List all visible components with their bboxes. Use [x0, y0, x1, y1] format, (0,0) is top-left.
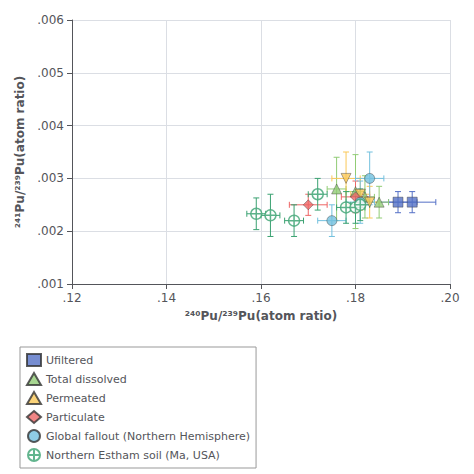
- svg-text:Particulate: Particulate: [46, 411, 105, 424]
- svg-text:.003: .003: [37, 171, 64, 185]
- svg-text:.002: .002: [37, 224, 64, 238]
- svg-text:²⁴¹Pu/²³⁹Pu(atom ratio): ²⁴¹Pu/²³⁹Pu(atom ratio): [13, 76, 27, 228]
- svg-text:.006: .006: [37, 13, 64, 27]
- svg-text:.16: .16: [251, 291, 270, 305]
- svg-text:.18: .18: [346, 291, 365, 305]
- svg-text:.14: .14: [157, 291, 176, 305]
- svg-text:Permeated: Permeated: [46, 392, 106, 405]
- svg-text:²⁴⁰Pu/²³⁹Pu(atom ratio): ²⁴⁰Pu/²³⁹Pu(atom ratio): [185, 309, 337, 323]
- svg-text:.004: .004: [37, 119, 64, 133]
- svg-text:.12: .12: [62, 291, 81, 305]
- svg-text:Ufiltered: Ufiltered: [46, 354, 93, 367]
- svg-text:Northern Estham soil (Ma, USA): Northern Estham soil (Ma, USA): [46, 449, 220, 462]
- svg-text:.005: .005: [37, 66, 64, 80]
- svg-text:.001: .001: [37, 277, 64, 291]
- svg-text:Total dissolved: Total dissolved: [45, 373, 127, 386]
- svg-text:.20: .20: [440, 291, 459, 305]
- svg-text:Global fallout (Northern Hemis: Global fallout (Northern Hemisphere): [46, 430, 250, 443]
